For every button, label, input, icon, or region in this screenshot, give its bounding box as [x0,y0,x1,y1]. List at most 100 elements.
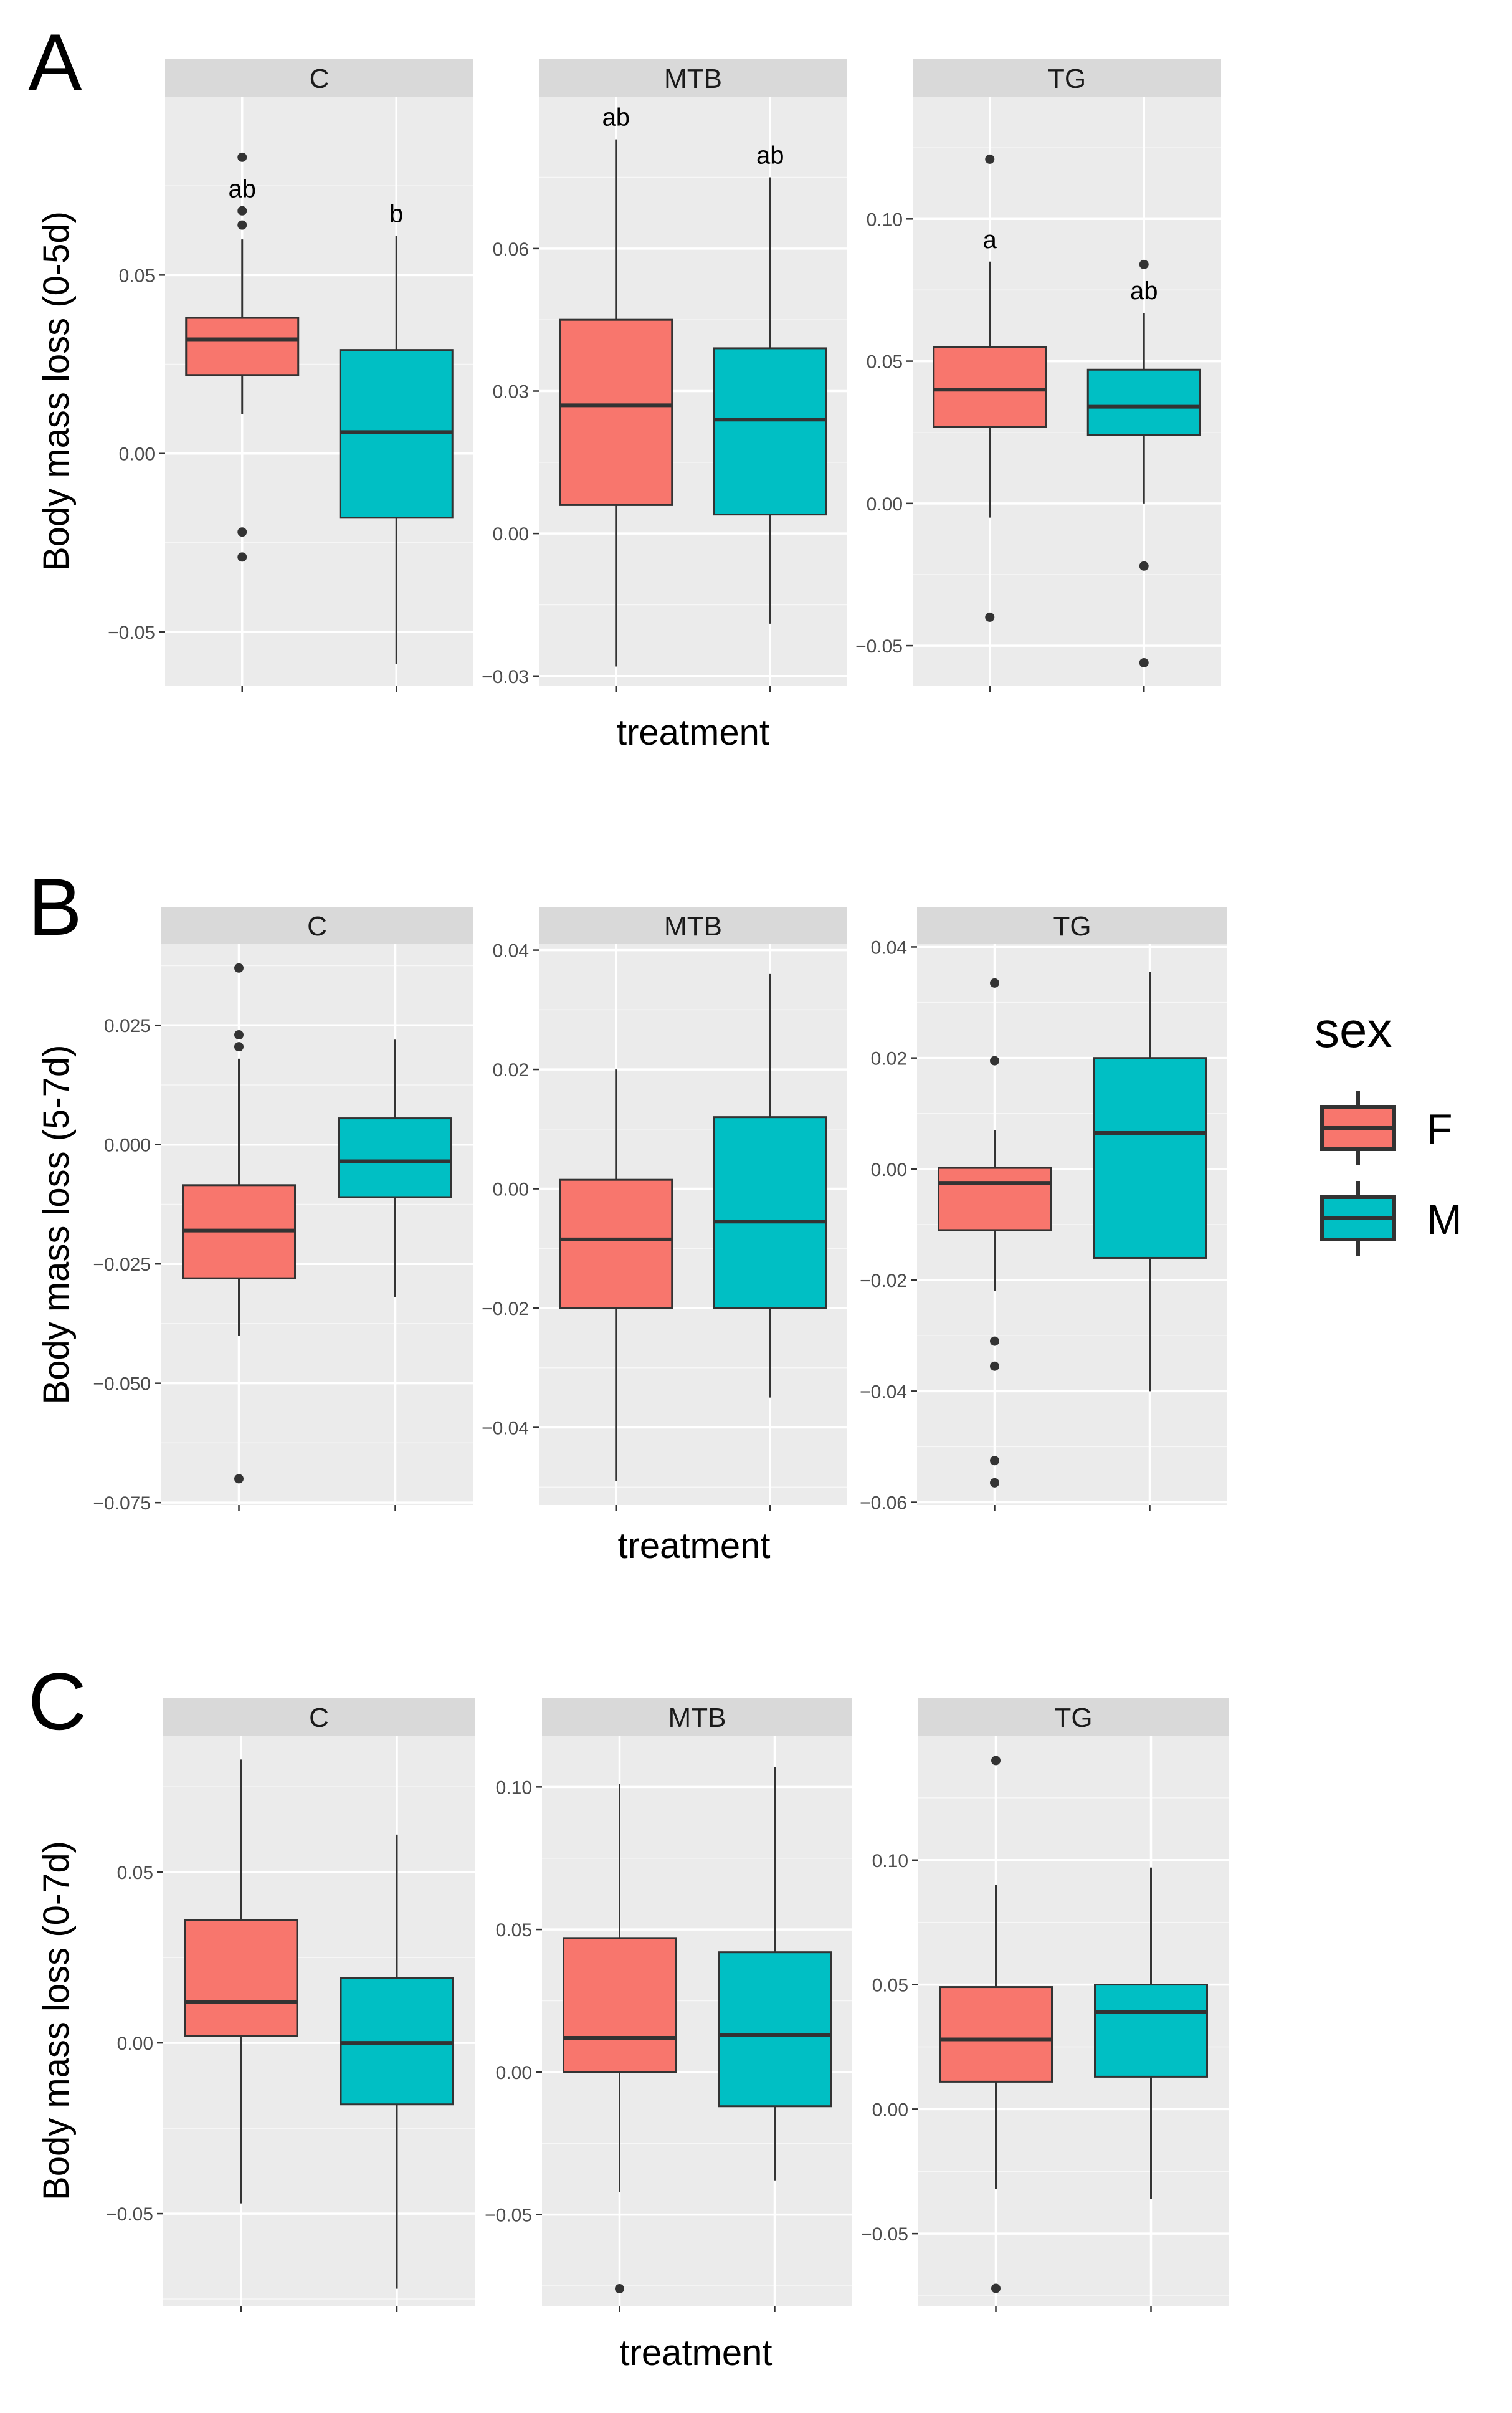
x-axis-label: treatment [618,1526,771,1566]
facet-strip-label: TG [1048,64,1086,94]
y-tick-label: −0.05 [108,623,155,643]
box-iqr [559,1178,673,1309]
y-tick-label: 0.00 [871,1160,907,1180]
y-tick-label: −0.05 [855,636,903,657]
outlier-point [234,1042,244,1052]
facet-mtb: MTB −0.05 0.00 0.05 0.10 [485,1698,852,2312]
facet-strip-label: C [307,911,327,942]
box-tg-f [938,978,1052,1488]
facet-c: C −0.075 −0.050 −0.025 0.000 0.025 [93,907,473,1514]
y-tick-label: −0.06 [860,1493,907,1514]
y-tick-label: 0.000 [104,1135,151,1156]
box-mtb-m: ab [713,142,827,624]
y-tick-label: 0.00 [496,2063,532,2083]
outlier-point [990,1478,999,1488]
box-iqr [559,318,673,506]
facet-strip-label: MTB [668,1703,726,1733]
outlier-point [237,552,247,562]
facet-c: C −0.05 0.00 0.05 [106,1698,475,2312]
y-tick-label: −0.05 [485,2205,532,2226]
y-tick-label: 0.05 [117,1863,153,1883]
y-tick-label: 0.10 [496,1777,532,1798]
facet-strip [917,907,1227,944]
facet-strip [918,1698,1229,1736]
panel-letter: A [28,17,82,108]
box-iqr [1086,368,1201,436]
y-tick-label: −0.02 [860,1271,907,1291]
y-tick-label: 0.10 [872,1851,908,1871]
y-tick-label: 0.00 [117,2033,153,2054]
box-iqr [939,1986,1053,2083]
panel-b: B Body mass loss (5-7d) treatment C −0.075 −0… [28,861,1227,1566]
y-tick-label: 0.05 [872,1976,908,1996]
legend-label: F [1427,1106,1453,1153]
legend-key-m [1320,1181,1396,1256]
y-axis-label: Body mass loss (5-7d) [36,1045,77,1405]
y-tick-label: 0.03 [493,382,529,403]
facet-tg: TG −0.05 0.00 0.05 0.10 [861,1698,1229,2312]
facet-strip-label: MTB [664,64,722,94]
facet-c: C −0.05 0.00 0.05 ab b [108,59,473,692]
box-tg-m [1094,1867,1208,2199]
x-axis-label: treatment [620,2333,773,2373]
facet-strip-label: TG [1054,1703,1092,1733]
outlier-point [237,206,247,216]
panel-c: C Body mass loss (0-7d) treatment C −0.05 0.0… [28,1656,1229,2373]
box-tg-f [939,1756,1053,2293]
outlier-point [237,220,247,230]
outlier-point [991,1756,1001,1766]
box-c-m [340,1834,454,2289]
y-tick-label: −0.02 [482,1299,529,1319]
facet-strip-label: C [310,64,330,94]
x-axis-label: treatment [617,712,769,753]
facet-strip [163,1698,475,1736]
y-tick-label: 0.04 [871,937,907,958]
legend: sex FM [1315,1002,1462,1256]
y-tick-label: −0.05 [106,2204,153,2225]
box-mtb-f: ab [559,104,673,667]
outlier-point [237,152,247,162]
outlier-point [990,1456,999,1466]
outlier-point [1139,259,1149,269]
box-iqr [1093,1057,1207,1259]
y-tick-label: 0.10 [867,209,903,230]
y-tick-label: 0.05 [496,1920,532,1941]
y-tick-label: −0.075 [93,1493,151,1514]
box-c-f [182,963,296,1484]
outlier-point [615,2284,624,2294]
y-tick-label: 0.00 [493,524,529,545]
significance-label: ab [1130,277,1158,305]
significance-label: ab [756,142,784,170]
y-tick-label: 0.06 [493,239,529,260]
outlier-point [234,1030,244,1040]
box-mtb-f [563,1784,677,2294]
y-tick-label: 0.05 [119,265,155,286]
box-iqr [184,1919,298,2037]
outlier-point [1139,657,1149,667]
box-iqr [1094,1984,1208,2078]
outlier-point [991,2283,1001,2293]
outlier-point [234,963,244,973]
significance-label: ab [602,104,630,131]
box-iqr [713,347,827,516]
panel-a: A Body mass loss (0-5d) treatment C −0.05 0.0… [28,17,1221,753]
box-iqr [718,1951,832,2108]
y-tick-label: 0.02 [493,1060,529,1081]
y-tick-label: −0.03 [482,667,529,687]
y-tick-label: 0.00 [119,444,155,465]
outlier-point [990,1336,999,1346]
box-tg-f: a [933,154,1047,622]
y-tick-label: 0.00 [872,2100,908,2120]
facet-mtb: MTB −0.04 −0.02 0.00 0.02 0.04 [482,907,847,1511]
facet-strip [542,1698,852,1736]
legend-title: sex [1315,1002,1392,1058]
box-tg-m: ab [1086,259,1201,667]
facet-strip-label: MTB [664,911,722,942]
significance-label: ab [229,175,257,203]
box-iqr [938,1167,1052,1231]
legend-label: M [1427,1196,1462,1243]
box-c-m [338,1039,452,1297]
box-tg-m [1093,972,1207,1392]
facet-tg: TG −0.06 −0.04 −0.02 0.00 0.02 0.04 [860,907,1227,1514]
